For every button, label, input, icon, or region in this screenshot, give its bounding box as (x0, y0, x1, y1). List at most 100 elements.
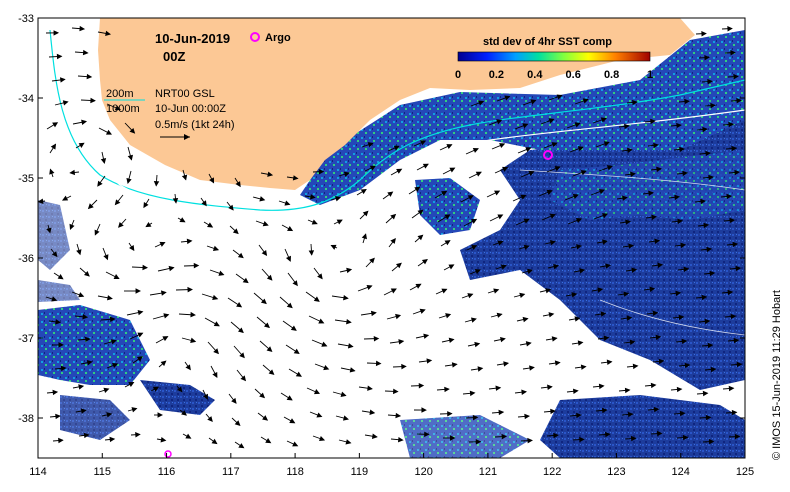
velocity-arrow-head (94, 229, 100, 236)
velocity-arrow-head (135, 288, 142, 294)
velocity-arrow-head (571, 292, 578, 298)
velocity-arrow-head (732, 241, 739, 248)
legend-contour-1000m: 1000m (106, 103, 140, 115)
velocity-arrow-head (187, 286, 194, 293)
map-legend: 200m 1000m NRT00 GSL 10-Jun 00:00Z 0.5m/… (104, 88, 234, 140)
velocity-arrows (38, 25, 743, 449)
velocity-arrow-head (69, 223, 75, 230)
velocity-arrow-head (393, 388, 399, 395)
credit-text: © IMOS 15-Jun-2019 11:29 Hobart (771, 290, 783, 460)
y-tick-label: -37 (18, 333, 34, 345)
velocity-arrow-head (311, 219, 318, 225)
velocity-arrow-head (605, 263, 612, 269)
velocity-arrow-head (112, 362, 119, 369)
velocity-arrow-head (734, 169, 740, 176)
velocity-arrow-head (579, 436, 585, 443)
velocity-arrow-head (366, 284, 373, 291)
velocity-arrow-head (137, 309, 144, 316)
velocity-arrow-head (731, 145, 738, 152)
velocity-arrow-head (213, 348, 219, 355)
velocity-arrow-head (684, 362, 691, 369)
velocity-arrow-head (598, 383, 605, 390)
velocity-arrow-head (548, 312, 555, 318)
velocity-arrow-head (682, 170, 689, 177)
velocity-arrow-head (649, 286, 656, 292)
velocity-arrow-head (628, 243, 635, 249)
velocity-arrow-head (82, 49, 89, 56)
velocity-arrow-head (656, 430, 663, 437)
y-tick-label: -38 (18, 413, 34, 425)
velocity-arrow-head (422, 163, 429, 169)
velocity-arrow-head (580, 364, 587, 370)
velocity-arrow-head (76, 249, 82, 256)
scale-arrow-icon (160, 134, 190, 140)
velocity-arrow-head (137, 332, 144, 338)
velocity-arrow-head (342, 415, 349, 421)
velocity-arrow-head (529, 365, 535, 371)
velocity-arrow-head (707, 78, 713, 85)
velocity-arrow-head (321, 341, 328, 347)
velocity-arrow-head (335, 196, 342, 202)
velocity-arrow-head (624, 387, 631, 394)
velocity-arrow-head (676, 386, 683, 393)
velocity-arrow-head (728, 385, 735, 392)
velocity-arrow-head (78, 384, 85, 390)
velocity-arrow-head (527, 268, 534, 275)
velocity-arrow-head (675, 290, 682, 297)
velocity-arrow-head (554, 360, 561, 366)
velocity-arrow-head (418, 382, 425, 389)
velocity-arrow-head (231, 397, 237, 404)
contour-1000m (61, 29, 745, 219)
velocity-arrow-head (390, 213, 397, 220)
velocity-arrow-head (417, 209, 424, 216)
velocity-arrow-head (553, 432, 559, 439)
velocity-arrow-head (201, 200, 207, 207)
velocity-arrow-head (601, 407, 608, 414)
velocity-arrow-head (419, 308, 426, 314)
velocity-arrow-head (521, 389, 528, 395)
velocity-arrow-head (395, 313, 402, 320)
velocity-arrow-head (622, 195, 628, 201)
velocity-arrow-head (447, 411, 453, 417)
y-tick-label: -36 (18, 253, 34, 265)
velocity-arrow-head (730, 313, 737, 320)
velocity-arrow-head (684, 98, 690, 105)
velocity-arrow-head (551, 142, 558, 148)
velocity-arrow-head (50, 143, 57, 150)
velocity-arrow-head (266, 346, 273, 352)
velocity-arrow-head (160, 436, 167, 443)
velocity-arrow-head (658, 358, 665, 365)
velocity-arrow-head (346, 319, 352, 325)
velocity-arrow-head (285, 255, 291, 262)
velocity-arrow-head (736, 361, 743, 368)
velocity-arrow-head (626, 315, 633, 321)
velocity-arrow-head (653, 142, 659, 149)
velocity-arrow-head (655, 334, 662, 341)
velocity-arrow-head (680, 242, 687, 249)
velocity-arrow-head (369, 409, 376, 415)
velocity-arrow-head (80, 408, 87, 414)
velocity-arrow-head (448, 337, 455, 344)
velocity-arrow-head (467, 195, 474, 201)
velocity-arrow-head (79, 25, 86, 32)
velocity-arrow-head (530, 99, 537, 105)
velocity-arrow-head (61, 195, 69, 201)
velocity-arrow-head (401, 363, 407, 370)
velocity-arrow-head (314, 389, 321, 395)
velocity-arrow-head (136, 356, 143, 362)
velocity-arrow-head (627, 411, 634, 418)
velocity-arrow-head (347, 343, 354, 349)
velocity-arrow-head (470, 317, 477, 323)
velocity-arrow-head (414, 186, 421, 192)
velocity-arrow-head (500, 264, 507, 270)
velocity-arrow-head (708, 438, 715, 445)
velocity-arrow-head (631, 267, 638, 273)
velocity-arrow-head (236, 302, 243, 308)
velocity-arrow-head (426, 358, 433, 364)
legend-contour-200m: 200m (106, 88, 134, 100)
velocity-arrow-head (235, 181, 241, 188)
velocity-arrow-head (494, 190, 501, 196)
velocity-arrow-head (153, 180, 160, 187)
velocity-arrow-head (727, 25, 733, 32)
velocity-arrow-head (292, 175, 299, 181)
